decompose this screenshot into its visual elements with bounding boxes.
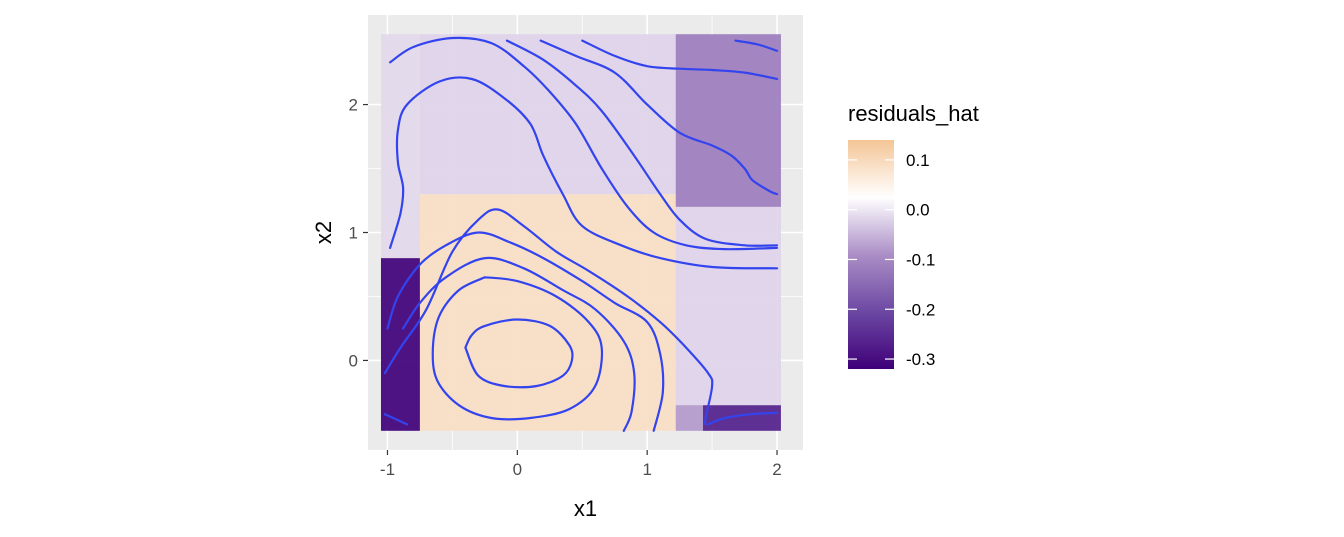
contour-line	[389, 76, 779, 270]
heatmap-tile	[380, 258, 420, 431]
legend: residuals_hat 0.1 0.0 -0.1 -0.2 -0.3	[848, 101, 979, 369]
contour-line	[539, 39, 779, 196]
x-axis-title: x1	[574, 496, 597, 521]
heatmap-tiles	[380, 34, 781, 431]
legend-title: residuals_hat	[848, 101, 979, 126]
y-tick-label: 1	[349, 224, 358, 243]
contour-lines	[383, 36, 779, 432]
heatmap-tile	[675, 34, 781, 207]
contour-line	[386, 231, 665, 432]
legend-label: -0.1	[906, 250, 935, 269]
legend-colorbar	[848, 140, 894, 369]
heatmap-tile	[419, 194, 676, 431]
heatmap-tile	[380, 34, 420, 259]
heatmap-tile	[675, 206, 781, 406]
legend-label: 0.1	[906, 151, 930, 170]
y-tick-label: 0	[349, 351, 358, 370]
contour-line	[581, 39, 779, 81]
contour-line	[383, 208, 714, 426]
x-tick-label: 1	[642, 460, 651, 479]
contour-line	[464, 318, 574, 389]
contour-line	[707, 411, 779, 426]
x-tick-label: 0	[513, 460, 522, 479]
heatmap-tile	[419, 34, 676, 195]
heatmap-tile	[703, 405, 781, 431]
x-tick-label: 2	[772, 460, 781, 479]
legend-label: -0.2	[906, 300, 935, 319]
legend-ticks: 0.1 0.0 -0.1 -0.2 -0.3	[848, 151, 935, 369]
heatmap-tile	[675, 405, 704, 431]
y-tick-label: 2	[349, 96, 358, 115]
contour-line	[383, 413, 409, 426]
contour-line	[389, 36, 779, 251]
legend-label: -0.3	[906, 350, 935, 369]
x-tick-label: -1	[380, 460, 395, 479]
contour-line	[505, 39, 779, 247]
axes: -1 0 1 2 0 1 2	[349, 96, 782, 479]
contour-line	[431, 276, 604, 421]
legend-label: 0.0	[906, 201, 930, 220]
contour-line	[734, 39, 779, 52]
y-axis-title: x2	[311, 221, 336, 244]
